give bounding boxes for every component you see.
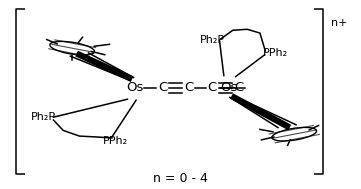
Text: Os: Os <box>127 81 144 94</box>
Text: C: C <box>234 81 243 94</box>
Text: C: C <box>158 81 167 94</box>
Text: n = 0 - 4: n = 0 - 4 <box>153 172 208 185</box>
Text: Os: Os <box>221 81 238 94</box>
Text: Ph₂P: Ph₂P <box>31 112 56 122</box>
Text: C: C <box>208 81 217 94</box>
Text: PPh₂: PPh₂ <box>263 48 288 58</box>
Text: n+: n+ <box>331 18 348 28</box>
Text: Ph₂P: Ph₂P <box>200 35 226 45</box>
Text: C: C <box>184 81 193 94</box>
Text: PPh₂: PPh₂ <box>103 136 128 146</box>
